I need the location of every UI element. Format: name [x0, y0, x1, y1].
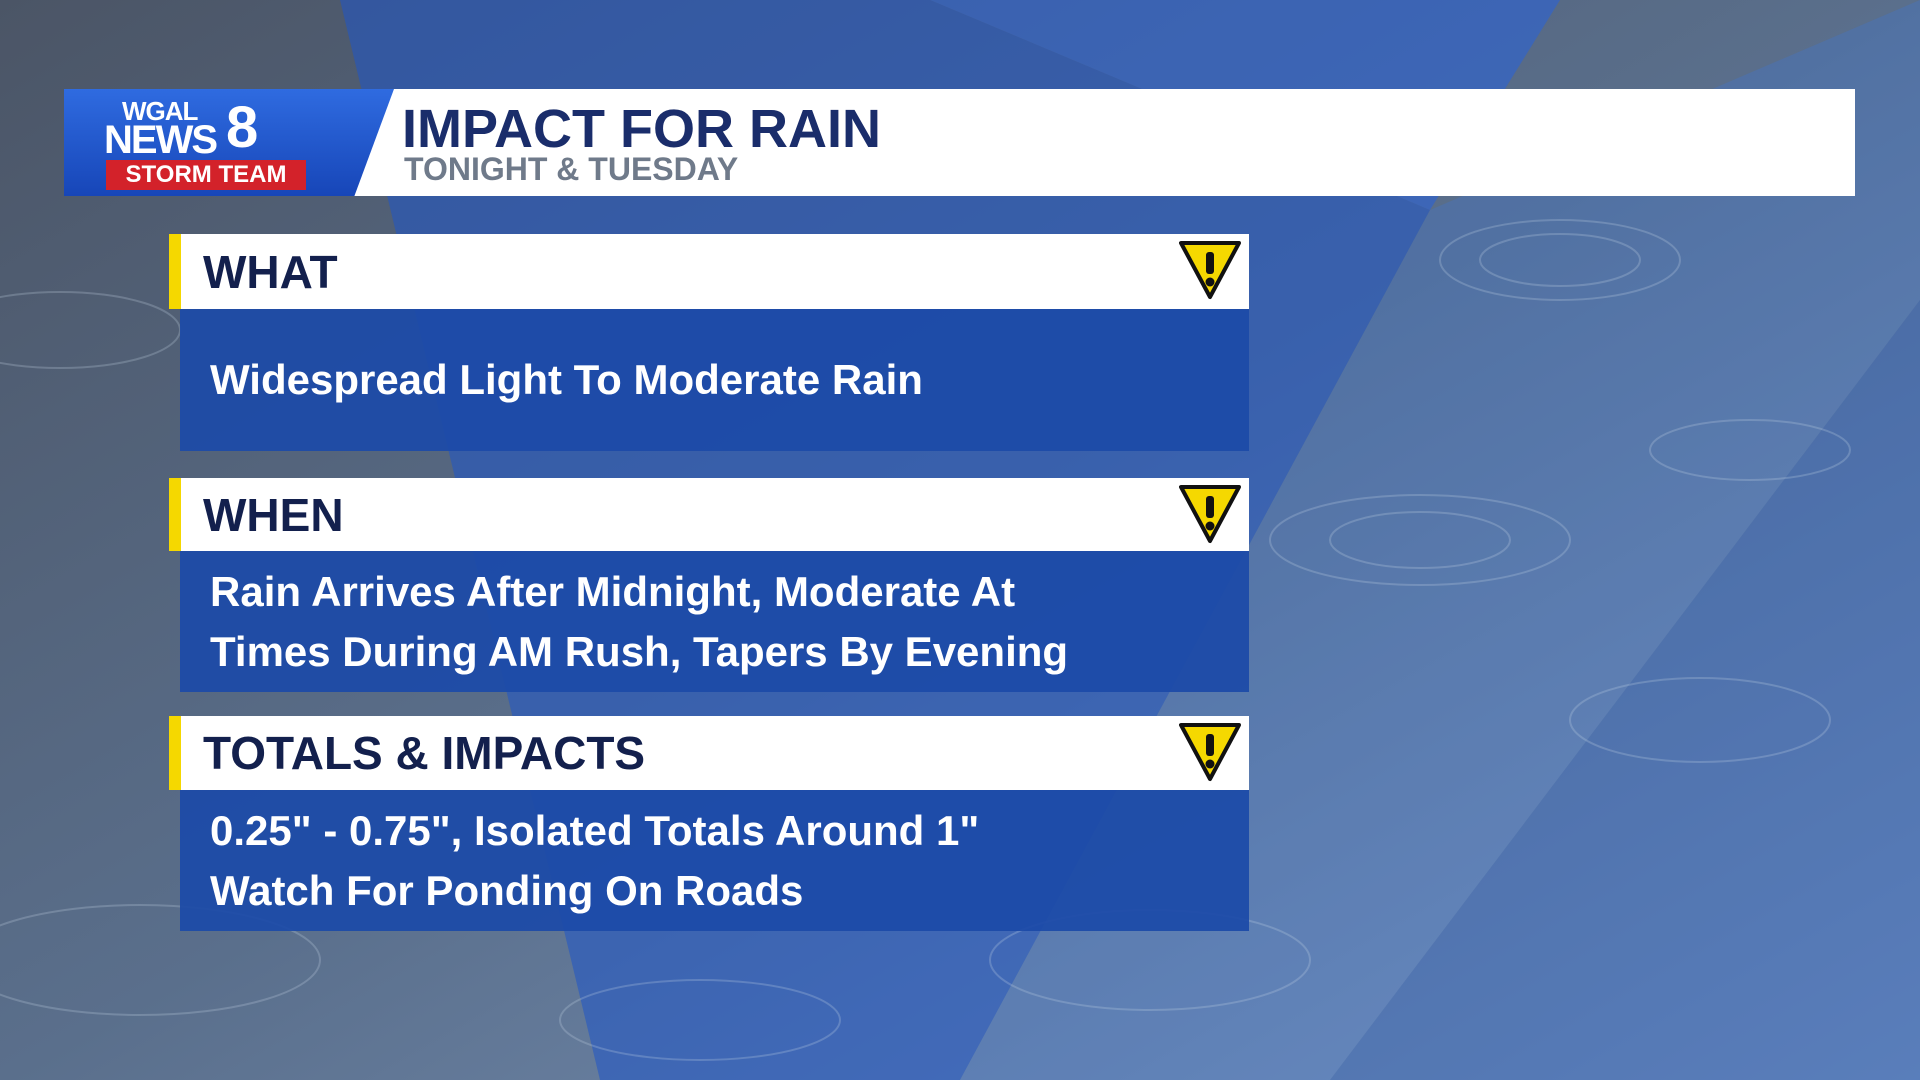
logo-brand: NEWS [104, 118, 218, 162]
subtitle: TONIGHT & TUESDAY [404, 151, 739, 187]
logo-station: WGAL [122, 96, 198, 126]
section-header: WHAT [169, 234, 1249, 309]
section-line: 0.25" - 0.75", Isolated Totals Around 1" [210, 806, 980, 854]
section-body: Widespread Light To Moderate Rain [180, 309, 1249, 451]
warning-icon [1179, 240, 1241, 305]
section-body: Rain Arrives After Midnight, Moderate At… [180, 551, 1249, 692]
section-line: Widespread Light To Moderate Rain [210, 356, 923, 403]
section-line: Times During AM Rush, Tapers By Evening [210, 627, 1069, 675]
logo-channel: 8 [226, 95, 259, 160]
section-heading: WHEN [203, 488, 344, 541]
logo-team: STORM TEAM [106, 160, 306, 190]
section-heading: WHAT [203, 245, 338, 298]
section-line: Rain Arrives After Midnight, Moderate At [210, 567, 1016, 615]
section-heading: TOTALS & IMPACTS [203, 727, 646, 779]
title: IMPACT FOR RAIN [402, 99, 881, 159]
section-header: WHEN [169, 478, 1249, 551]
warning-icon [1179, 484, 1241, 549]
section-body: 0.25" - 0.75", Isolated Totals Around 1"… [180, 790, 1249, 931]
section-line: Watch For Ponding On Roads [210, 866, 804, 914]
warning-icon [1179, 722, 1241, 787]
section-header: TOTALS & IMPACTS [169, 716, 1249, 790]
